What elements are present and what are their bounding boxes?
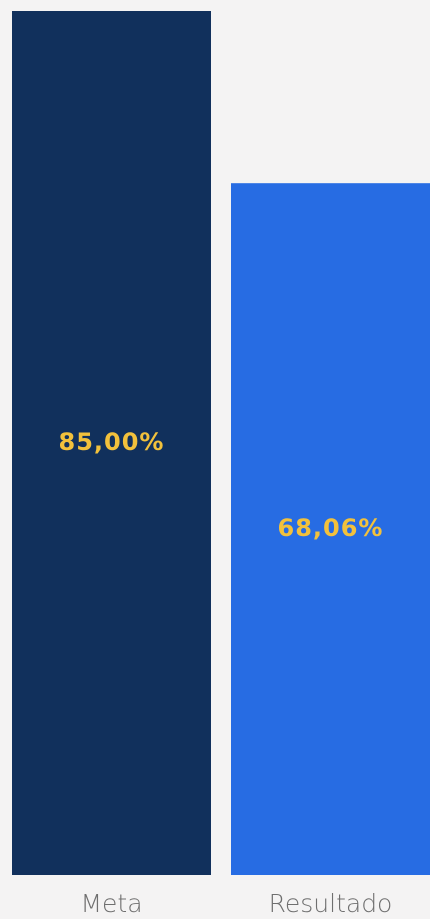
x-tick-label: Meta: [80, 889, 142, 918]
bar: [12, 11, 211, 875]
value-label: 68,06%: [278, 514, 384, 542]
value-label: 85,00%: [59, 428, 165, 456]
x-tick-label: Resultado: [269, 889, 393, 918]
bar: [231, 183, 430, 875]
